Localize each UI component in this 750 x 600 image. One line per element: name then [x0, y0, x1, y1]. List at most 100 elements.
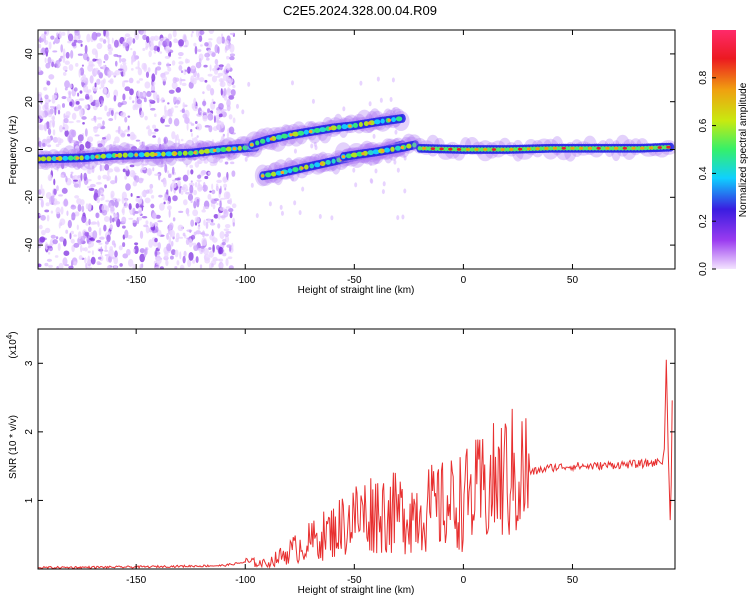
noise-speckle [91, 250, 94, 256]
noise-speckle [98, 242, 103, 245]
noise-speckle [178, 56, 182, 59]
noise-speckle [48, 243, 53, 247]
noise-speckle [64, 60, 70, 65]
noise-speckle [222, 252, 227, 257]
noise-speckle [212, 203, 216, 210]
noise-speckle [70, 238, 75, 244]
noise-speckle [142, 141, 146, 148]
noise-speckle [44, 94, 49, 100]
noise-speckle [219, 65, 223, 71]
noise-speckle [144, 81, 151, 89]
noise-speckle [44, 227, 51, 234]
spectral-traces [38, 106, 675, 187]
noise-speckle [71, 112, 77, 121]
noise-speckle [88, 241, 95, 248]
trace-peak [100, 153, 107, 159]
noise-speckle [203, 156, 207, 164]
noise-speckle [229, 197, 233, 205]
noise-speckle [178, 61, 184, 65]
noise-speckle [104, 249, 109, 252]
trace-peak [394, 145, 401, 151]
y-tick-label: -40 [24, 237, 35, 252]
noise-speckle [108, 117, 114, 122]
noise-speckle [122, 93, 126, 101]
noise-speckle [91, 165, 95, 173]
noise-speckle [63, 113, 66, 119]
noise-speckle [152, 62, 156, 65]
noise-speckle [40, 97, 43, 105]
noise-speckle [192, 78, 197, 85]
noise-speckle [208, 38, 213, 41]
noise-speckle [104, 164, 110, 171]
noise-speckle [215, 185, 219, 192]
noise-speckle [217, 72, 224, 77]
noise-speckle [196, 198, 200, 208]
noise-speckle [102, 39, 107, 44]
trace-peak [291, 131, 299, 137]
noise-speckle [354, 182, 358, 188]
noise-speckle [163, 201, 166, 205]
noise-speckle [58, 31, 63, 39]
noise-speckle [78, 179, 81, 189]
noise-speckle [372, 133, 376, 139]
noise-speckle [211, 237, 218, 243]
noise-speckle [114, 112, 117, 121]
noise-speckle [111, 37, 114, 44]
noise-speckle [153, 35, 160, 41]
noise-speckle [39, 236, 46, 243]
noise-speckle [113, 243, 117, 248]
trace-peak [406, 143, 412, 149]
noise-speckle [216, 36, 223, 45]
noise-speckle [221, 109, 227, 112]
noise-speckle [150, 222, 155, 228]
svg-text:(x104): (x104) [5, 331, 19, 358]
colorbar: 0.0 0.2 0.4 0.6 0.8 Normalized spectral ampl… [698, 30, 749, 276]
noise-speckle [56, 266, 60, 269]
noise-speckle [186, 229, 193, 232]
noise-speckle [402, 151, 406, 157]
trace-peak [453, 147, 458, 152]
noise-speckle [79, 144, 85, 151]
noise-speckle [224, 187, 227, 191]
noise-speckle [188, 252, 194, 261]
y-tick-label: 20 [24, 96, 35, 108]
noise-speckle [52, 115, 55, 121]
snr-x-ticks: -150 -100 -50 0 50 [126, 329, 578, 586]
noise-speckle [218, 188, 222, 195]
noise-speckle [153, 50, 157, 54]
noise-speckle [165, 45, 171, 54]
noise-speckle [127, 115, 131, 118]
noise-speckle [74, 211, 80, 217]
noise-speckle [207, 171, 211, 175]
noise-speckle [44, 57, 47, 64]
noise-speckle [160, 144, 165, 150]
noise-speckle [202, 91, 205, 95]
noise-speckle [140, 110, 144, 117]
noise-speckle [92, 85, 98, 92]
noise-speckle [38, 37, 45, 43]
noise-speckle [135, 197, 140, 203]
noise-speckle [190, 123, 195, 126]
noise-speckle [164, 250, 169, 259]
noise-speckle [188, 238, 193, 248]
noise-speckle [228, 126, 235, 135]
noise-speckle [96, 261, 101, 266]
noise-speckle [403, 188, 407, 194]
noise-speckle [104, 240, 109, 245]
noise-speckle [209, 190, 212, 193]
trace-peak [62, 155, 69, 161]
noise-speckle [61, 31, 66, 36]
snr-y-label: SNR (10 * v/v) [8, 415, 19, 479]
noise-speckle [204, 52, 210, 58]
trace-peak [297, 130, 305, 136]
noise-speckle [88, 226, 92, 233]
noise-speckle [50, 210, 54, 214]
noise-speckle [225, 231, 232, 234]
noise-speckle [199, 264, 203, 269]
trace-peak-core [269, 137, 274, 141]
noise-speckle [76, 224, 79, 230]
noise-speckle [109, 224, 113, 231]
noise-speckle [161, 75, 167, 82]
noise-speckle [229, 32, 235, 36]
noise-speckle [96, 58, 103, 64]
